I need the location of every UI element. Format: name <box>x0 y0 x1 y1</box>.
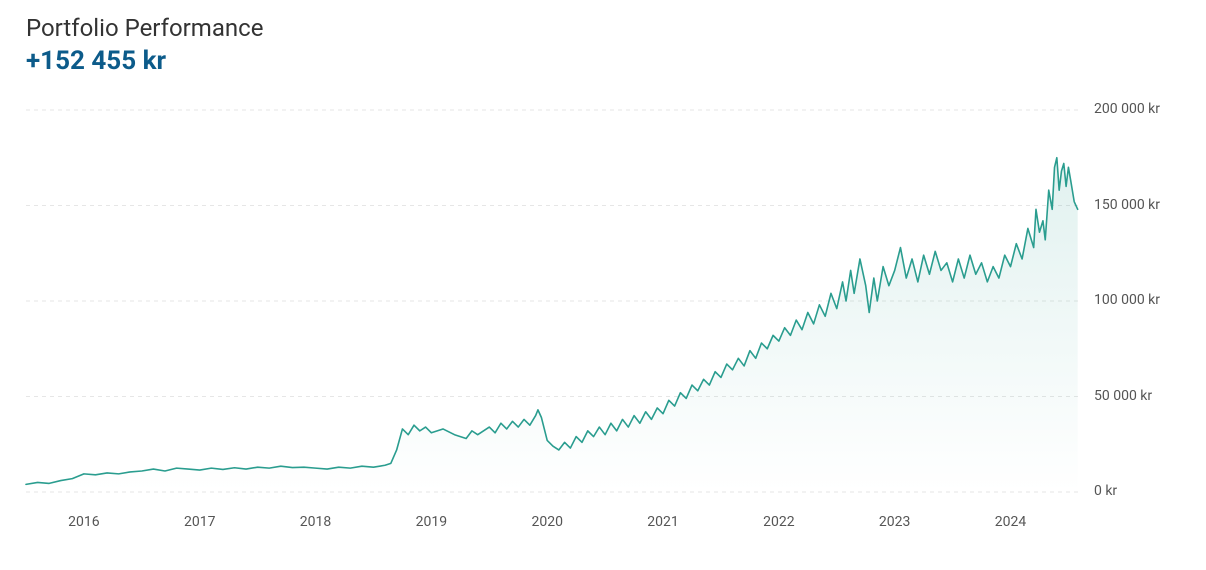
x-axis-label: 2022 <box>763 514 794 530</box>
portfolio-chart-container: Portfolio Performance +152 455 kr 0 kr 50… <box>0 0 1206 570</box>
chart-header: Portfolio Performance +152 455 kr <box>0 0 1206 76</box>
x-axis-label: 2024 <box>995 514 1026 530</box>
y-axis-label: 150 000 kr <box>1094 197 1160 213</box>
series-area <box>26 158 1078 492</box>
chart-area: 0 kr 50 000 kr 100 000 kr 150 000 kr 200 000… <box>0 92 1206 562</box>
y-axis-label: 100 000 kr <box>1094 292 1160 308</box>
x-axis-label: 2018 <box>300 514 331 530</box>
line-chart-svg <box>0 92 1206 562</box>
x-axis-label: 2023 <box>879 514 910 530</box>
chart-title: Portfolio Performance <box>26 14 1206 42</box>
x-axis-label: 2017 <box>184 514 215 530</box>
x-axis-label: 2016 <box>68 514 99 530</box>
y-axis-label: 200 000 kr <box>1094 101 1160 117</box>
y-axis-label: 0 kr <box>1094 483 1117 499</box>
chart-value: +152 455 kr <box>26 46 1206 76</box>
y-axis-label: 50 000 kr <box>1094 388 1152 404</box>
x-axis-label: 2019 <box>416 514 447 530</box>
x-axis-label: 2021 <box>647 514 678 530</box>
x-axis-label: 2020 <box>531 514 562 530</box>
